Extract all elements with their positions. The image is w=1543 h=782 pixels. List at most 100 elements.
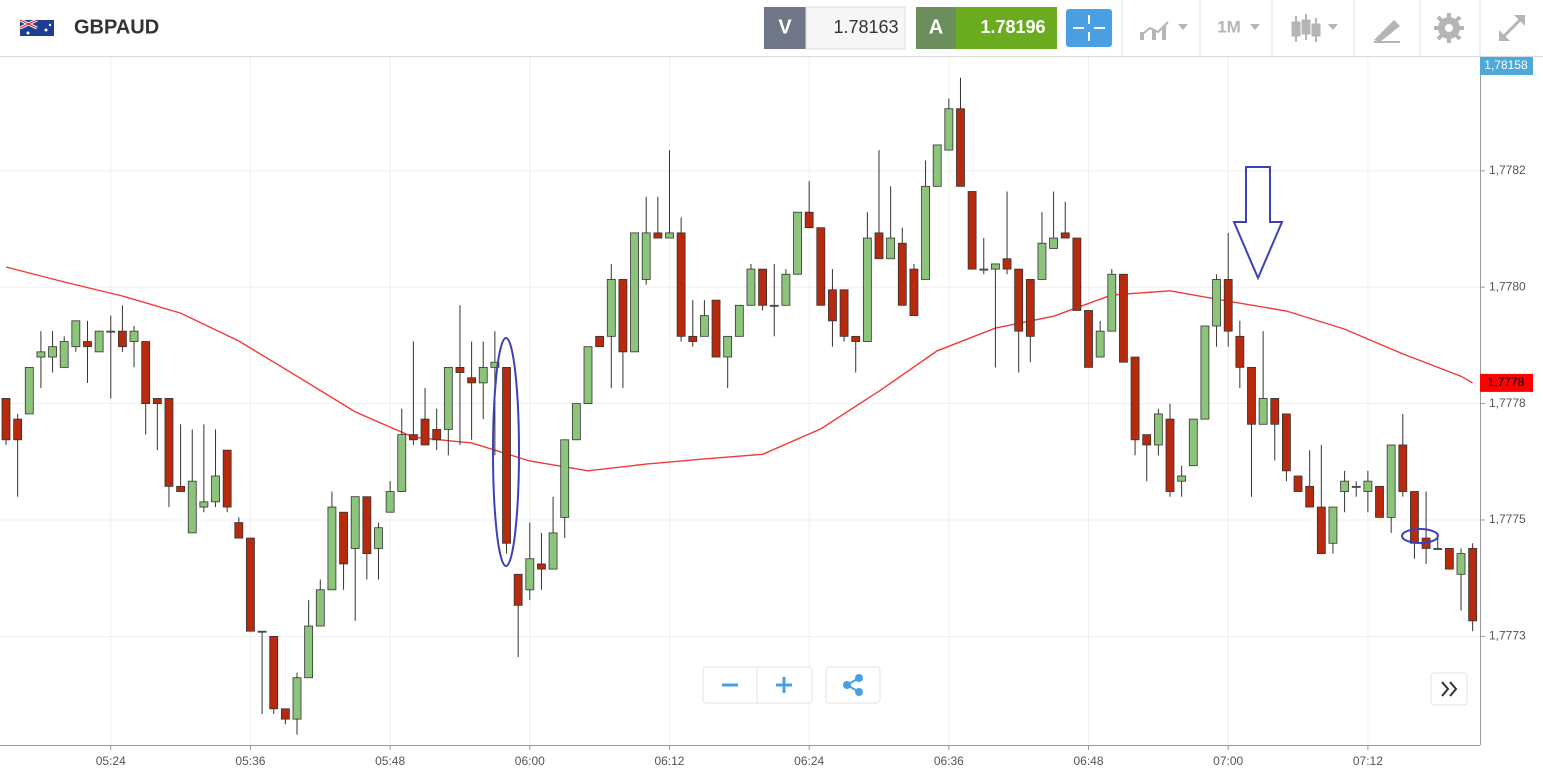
candle-body [246, 537, 255, 632]
candle-body [292, 677, 302, 720]
sell-label-box[interactable] [764, 7, 806, 49]
sell-label: V [778, 16, 792, 38]
flag-icon [19, 18, 54, 36]
price-badge [1480, 57, 1533, 75]
candle-body [71, 320, 81, 348]
candle-body [1130, 356, 1140, 441]
scroll-end-button[interactable] [1430, 672, 1468, 706]
candle-body [1153, 413, 1163, 446]
candle-body [176, 485, 186, 492]
candle-body [548, 532, 558, 570]
annotation-arrow [1232, 166, 1284, 281]
share-button[interactable] [825, 666, 881, 704]
candle-body [59, 341, 69, 368]
candle-body [467, 377, 477, 384]
candle-body [1258, 398, 1268, 425]
candle-body [48, 346, 57, 358]
annotation-ellipse [1401, 528, 1439, 544]
candle-body [129, 330, 139, 342]
candle-body [1, 398, 11, 441]
candle-body [688, 335, 698, 342]
plot-area: 05:24 05:36 05:48 06:00 06:12 06:24 06:36 06:48… [0, 57, 1533, 768]
candle-body [1444, 548, 1454, 570]
symbol: GBPAUD [74, 16, 159, 38]
candle-body [560, 439, 570, 518]
candle-body [1200, 325, 1210, 420]
settings-button[interactable] [1434, 13, 1464, 43]
candle-body [1270, 398, 1280, 425]
fullscreen-button[interactable] [1498, 14, 1526, 42]
x-tick-label: 06:00 [515, 754, 545, 768]
candle-body [1247, 366, 1256, 425]
candle-body [83, 341, 92, 348]
candle-body [362, 496, 372, 555]
candle-body [187, 480, 197, 534]
candle-body [385, 491, 395, 513]
buy-label: A [929, 16, 943, 38]
candle-body [164, 398, 174, 487]
candle-body [1456, 553, 1466, 575]
candle-body [991, 263, 1000, 270]
candle-body [851, 335, 861, 342]
candle-body [1410, 491, 1419, 544]
y-tick-label: 1,7782 [1489, 163, 1526, 177]
candle-body [502, 366, 511, 544]
candle-body [1398, 444, 1408, 492]
buy-price: 1.78196 [980, 17, 1045, 37]
candle-body [1340, 480, 1349, 492]
candle-body [118, 330, 127, 348]
candle-body [804, 211, 814, 229]
crosshair-button[interactable] [1066, 9, 1112, 47]
candle-body [315, 589, 325, 627]
candle-body [234, 522, 244, 539]
sell-price-box[interactable] [805, 6, 906, 50]
candle-body [618, 279, 628, 353]
timeframe-button[interactable]: 1M [1217, 17, 1260, 36]
candle-body [700, 315, 709, 337]
candle-body [874, 232, 884, 260]
price-badge-label: 1,78158 [1484, 58, 1528, 72]
candle-body [490, 361, 500, 368]
candle-body [1363, 480, 1373, 492]
draw-tool-button[interactable] [1374, 20, 1400, 43]
candle-body [36, 351, 46, 358]
candle-style-button[interactable] [1291, 14, 1338, 42]
candle-body [944, 108, 954, 151]
candle-body [222, 449, 232, 508]
candle-body [665, 232, 674, 239]
candle-body [1142, 434, 1152, 446]
candle-body [1235, 335, 1245, 368]
candle-body [408, 434, 418, 441]
candle-body [723, 335, 733, 358]
candle-body [304, 625, 314, 679]
candle-body [1060, 232, 1070, 239]
candle-body [1095, 330, 1105, 358]
x-tick-label: 06:24 [794, 754, 824, 768]
x-tick-label: 06:12 [654, 754, 684, 768]
annotation-ellipse [492, 337, 520, 567]
candle-body [1468, 548, 1478, 622]
candle-body [583, 346, 593, 404]
candle-body [641, 232, 651, 280]
zoom-in-button[interactable] [776, 677, 792, 693]
candle-body [897, 242, 907, 306]
candle-body [478, 366, 488, 384]
chart-type-button[interactable] [1139, 21, 1188, 40]
candle-body [979, 268, 989, 271]
candle-body [886, 237, 896, 260]
x-tick-label: 07:12 [1353, 754, 1383, 768]
candle-body [1282, 413, 1291, 472]
moving-average-line [5, 266, 1473, 472]
candle-body [1107, 273, 1117, 332]
candle-body [921, 185, 930, 280]
candle-body [1223, 279, 1233, 332]
candle-body [350, 496, 360, 549]
candle-body [152, 398, 162, 404]
candle-body [816, 227, 826, 306]
candle-body [828, 289, 837, 322]
candle-body [1072, 237, 1082, 311]
buy-price-box[interactable] [956, 7, 1057, 49]
buy-label-box[interactable] [916, 7, 956, 49]
candle-body [269, 635, 279, 710]
